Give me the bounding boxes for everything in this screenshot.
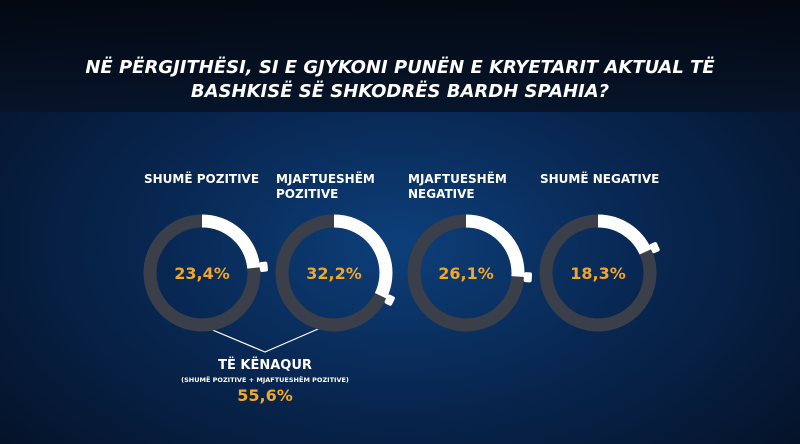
- donut-arc: [275, 214, 393, 332]
- category-label: MJAFTUESHËM POZITIVE: [276, 172, 375, 201]
- value-label: 23,4%: [174, 264, 230, 283]
- category-label: MJAFTUESHËM NEGATIVE: [408, 172, 507, 201]
- title: NË PËRGJITHËSI, SI E GJYKONI PUNËN E KRY…: [85, 57, 715, 102]
- donut-arc: [143, 214, 261, 332]
- summary-value: 55,6%: [237, 386, 293, 405]
- title-band: [0, 0, 800, 112]
- category-label: SHUMË POZITIVE: [144, 172, 260, 186]
- arc-tip: [523, 272, 533, 283]
- arc-tip: [649, 242, 660, 254]
- value-label: 18,3%: [570, 264, 626, 283]
- summary-label: TË KËNAQUR: [218, 358, 312, 373]
- arc-tip: [384, 294, 395, 306]
- donut-arc: [539, 214, 657, 332]
- bracket: [202, 325, 326, 353]
- value-label: 32,2%: [306, 264, 362, 283]
- arc-tip: [259, 261, 268, 272]
- value-label: 26,1%: [438, 264, 494, 283]
- category-label: SHUMË NEGATIVE: [540, 172, 660, 186]
- donut-arc: [407, 214, 525, 332]
- summary-note: (SHUMË POZITIVE + MJAFTUESHËM POZITIVE): [181, 376, 349, 384]
